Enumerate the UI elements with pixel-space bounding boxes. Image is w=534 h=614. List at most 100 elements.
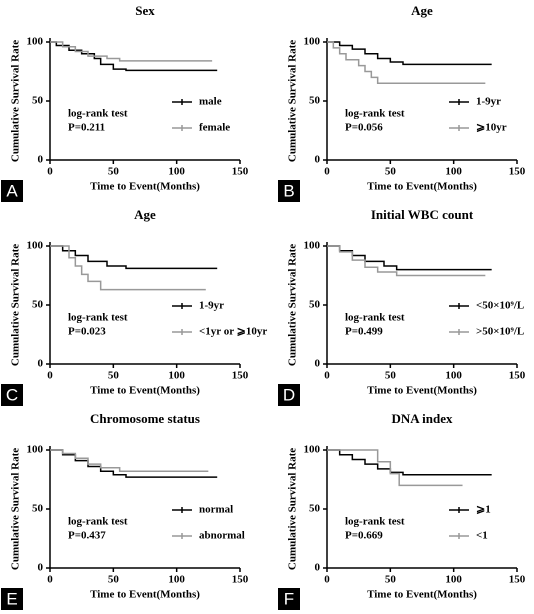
y-tick-label: 100 [27,36,44,48]
y-tick-label: 0 [315,358,321,370]
survival-curve [50,449,209,472]
x-tick-label: 0 [47,166,53,178]
annotation: log-rank test [345,312,405,324]
legend-label: >50×10⁹/L [476,326,524,338]
y-tick-label: 50 [32,503,44,515]
x-tick-label: 50 [385,574,397,586]
x-tick-label: 0 [324,166,330,178]
legend-label: <50×10⁹/L [476,300,524,312]
survival-curve [50,245,206,291]
survival-curve [50,245,218,270]
annotation: log-rank test [68,108,128,120]
chart-title: Age [411,3,433,18]
y-tick-label: 50 [32,95,44,107]
legend-label: <1 [476,530,488,542]
panel-label: B [283,181,294,200]
y-tick-label: 0 [38,562,44,574]
x-tick-label: 150 [232,166,249,178]
legend-label: normal [199,504,233,516]
y-axis-label: Cumulative Survival Rate [287,40,299,162]
annotation: P=0.499 [345,326,383,338]
y-tick-label: 0 [38,154,44,166]
y-tick-label: 50 [309,299,321,311]
x-axis-label: Time to Event(Months) [90,385,200,397]
annotation: log-rank test [345,516,405,528]
y-axis-label: Cumulative Survival Rate [10,244,22,366]
panel-label-box [1,588,23,610]
x-tick-label: 100 [168,370,185,382]
survival-curve [327,41,486,85]
panel-label-box [278,384,300,406]
y-tick-label: 0 [315,154,321,166]
x-tick-label: 50 [385,166,397,178]
annotation: P=0.437 [68,530,106,542]
annotation: P=0.669 [345,530,383,542]
annotation: log-rank test [68,516,128,528]
y-tick-label: 100 [27,240,44,252]
y-tick-label: 50 [309,95,321,107]
y-tick-label: 100 [304,36,321,48]
panel-label: E [6,589,17,608]
x-tick-label: 0 [47,574,53,586]
x-axis-label: Time to Event(Months) [90,181,200,193]
x-axis-label: Time to Event(Months) [367,181,477,193]
panel-label-box [278,588,300,610]
legend-label: male [199,96,222,108]
x-tick-label: 100 [168,166,185,178]
y-tick-label: 100 [27,444,44,456]
annotation: P=0.056 [345,122,383,134]
annotation: log-rank test [68,312,128,324]
panel-label: A [6,181,18,200]
survival-curve [50,449,218,478]
y-axis-label: Cumulative Survival Rate [10,448,22,570]
panel-label-box [278,180,300,202]
y-tick-label: 0 [315,562,321,574]
legend-label: ⩾10yr [476,122,507,134]
panel-label-box [1,180,23,202]
y-tick-label: 0 [38,358,44,370]
annotation: P=0.211 [68,122,105,134]
x-tick-label: 50 [108,574,120,586]
chart-title: Sex [135,3,155,18]
y-tick-label: 100 [304,240,321,252]
x-tick-label: 150 [509,166,526,178]
y-tick-label: 100 [304,444,321,456]
x-axis-label: Time to Event(Months) [367,385,477,397]
legend-label: ⩾1 [476,504,491,516]
x-tick-label: 100 [445,574,462,586]
legend-label: <1yr or ⩾10yr [199,326,267,338]
annotation: P=0.023 [68,326,106,338]
x-tick-label: 150 [509,370,526,382]
y-tick-label: 50 [32,299,44,311]
x-axis-label: Time to Event(Months) [90,589,200,601]
x-tick-label: 150 [232,574,249,586]
panel-label: F [284,589,294,608]
panel-label: C [6,385,18,404]
x-tick-label: 100 [445,166,462,178]
survival-curve [327,449,463,487]
x-axis-label: Time to Event(Months) [367,589,477,601]
legend-label: 1-9yr [199,300,224,312]
y-tick-label: 50 [309,503,321,515]
chart-title: Chromosome status [90,411,200,426]
x-tick-label: 100 [445,370,462,382]
x-tick-label: 50 [108,370,120,382]
survival-curve [327,245,486,277]
y-axis-label: Cumulative Survival Rate [287,448,299,570]
legend-label: 1-9yr [476,96,501,108]
x-tick-label: 150 [509,574,526,586]
x-tick-label: 50 [385,370,397,382]
chart-title: Age [134,207,156,222]
y-axis-label: Cumulative Survival Rate [10,40,22,162]
x-tick-label: 150 [232,370,249,382]
y-axis-label: Cumulative Survival Rate [287,244,299,366]
survival-curve [327,41,492,66]
chart-title: Initial WBC count [371,207,474,222]
chart-title: DNA index [391,411,453,426]
x-tick-label: 0 [324,370,330,382]
x-tick-label: 100 [168,574,185,586]
legend-label: abnormal [199,530,245,542]
annotation: log-rank test [345,108,405,120]
panel-label: D [283,385,295,404]
